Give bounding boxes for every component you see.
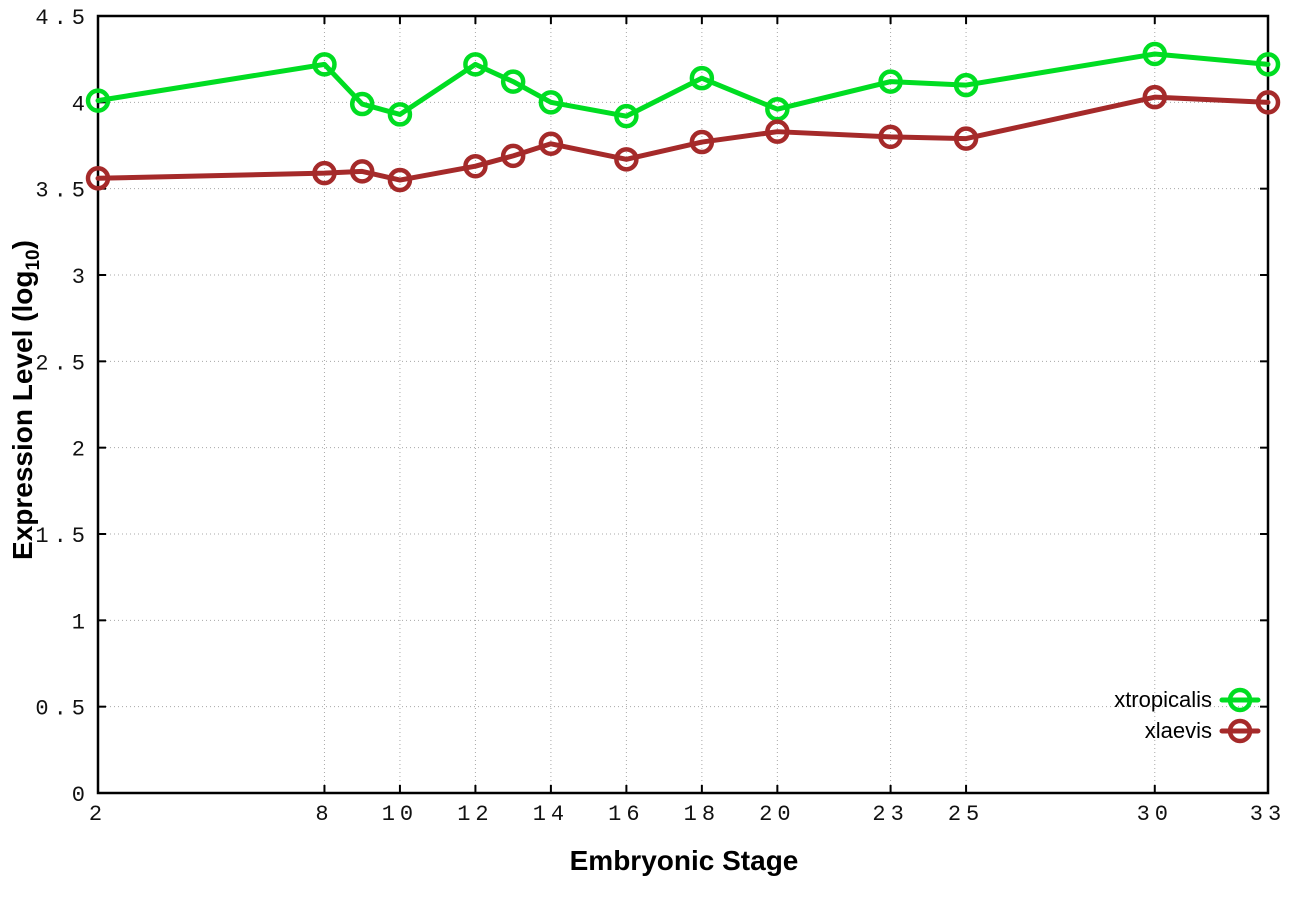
series-xtropicalis-line — [95, 51, 1271, 119]
y-tick-label: 3 — [72, 265, 90, 290]
y-tick-label: 4 — [72, 92, 90, 117]
series-xlaevis-point — [953, 126, 979, 151]
x-tick-label: 16 — [608, 802, 644, 827]
x-tick-label: 14 — [533, 802, 569, 827]
x-tick-label: 25 — [948, 802, 984, 827]
series-xlaevis-point — [463, 153, 488, 179]
y-tick-label: 2.5 — [35, 351, 90, 376]
series-xlaevis-point — [312, 160, 337, 186]
series-xtropicalis-point — [387, 102, 413, 127]
series-xlaevis-point — [765, 119, 790, 144]
series-xtropicalis-point — [312, 52, 337, 77]
y-tick-label: 3.5 — [35, 179, 90, 204]
x-tick-labels: 2 8 10 12 14 16 18 20 23 25 30 33 — [89, 802, 1286, 827]
legend-item-xtropicalis: xtropicalis — [1114, 687, 1261, 713]
series-xtropicalis-point — [689, 65, 715, 91]
series-xlaevis-point — [614, 147, 639, 172]
x-tick-label: 23 — [872, 802, 908, 827]
series-xtropicalis-point — [953, 72, 979, 98]
y-axis-title-text: Expression Level (log — [7, 270, 39, 560]
series-xlaevis-point — [689, 129, 715, 155]
plot-border — [96, 14, 1270, 795]
series-xtropicalis-point — [85, 88, 111, 113]
x-tick-label: 20 — [759, 802, 795, 827]
series-xlaevis-line — [95, 94, 1271, 183]
series-xlaevis-point — [85, 166, 111, 191]
legend-label-xlaevis: xlaevis — [1145, 718, 1212, 743]
series-xtropicalis-point — [878, 69, 903, 94]
x-tick-label: 8 — [315, 802, 333, 827]
y-tick-label: 0 — [72, 783, 90, 808]
y-axis-title-subscript: 10 — [22, 249, 44, 271]
series-xtropicalis-point — [614, 103, 639, 129]
x-tick-label: 30 — [1137, 802, 1173, 827]
series-xtropicalis-point — [1142, 41, 1168, 67]
series-xtropicalis-point — [1255, 52, 1281, 77]
series-xtropicalis-point — [349, 91, 375, 117]
x-tick-label: 33 — [1250, 802, 1286, 827]
y-axis-title: Expression Level (log10) — [7, 240, 45, 560]
series-xlaevis-point — [387, 167, 413, 193]
series-xlaevis-point — [1142, 84, 1168, 110]
legend-label-xtropicalis: xtropicalis — [1114, 687, 1212, 712]
legend-marker-xlaevis — [1227, 718, 1253, 744]
x-tick-label: 18 — [684, 802, 720, 827]
series-xlaevis-point — [878, 124, 903, 150]
series-xlaevis — [85, 84, 1281, 193]
series-xlaevis-point — [349, 159, 375, 184]
series-xlaevis-point — [500, 143, 526, 169]
legend-marker-xtropicalis — [1227, 687, 1253, 713]
x-tick-label: 2 — [89, 802, 107, 827]
series-xtropicalis-point — [538, 90, 564, 115]
legend-item-xlaevis: xlaevis — [1145, 718, 1261, 744]
y-tick-label: 4.5 — [35, 6, 90, 31]
series-xlaevis-point — [538, 131, 564, 157]
y-tick-label: 1 — [72, 610, 90, 635]
series-xtropicalis — [85, 41, 1281, 129]
x-axis-title: Embryonic Stage — [569, 845, 799, 876]
series-xlaevis-point — [1255, 90, 1281, 115]
y-tick-label: 2 — [72, 438, 90, 463]
y-tick-label: 0.5 — [35, 697, 90, 722]
y-axis-title-suffix: ) — [7, 240, 39, 250]
series-xtropicalis-point — [500, 69, 526, 94]
x-tick-label: 10 — [382, 802, 418, 827]
y-tick-label: 1.5 — [35, 524, 90, 549]
y-tick-labels: 0 0.5 1 1.5 2 2.5 3 3.5 4 4.5 — [35, 6, 90, 808]
series-xtropicalis-point — [765, 96, 790, 122]
series-xtropicalis-point — [463, 52, 488, 77]
legend: xtropicalis xlaevis — [1114, 687, 1261, 744]
x-tick-label: 12 — [457, 802, 493, 827]
